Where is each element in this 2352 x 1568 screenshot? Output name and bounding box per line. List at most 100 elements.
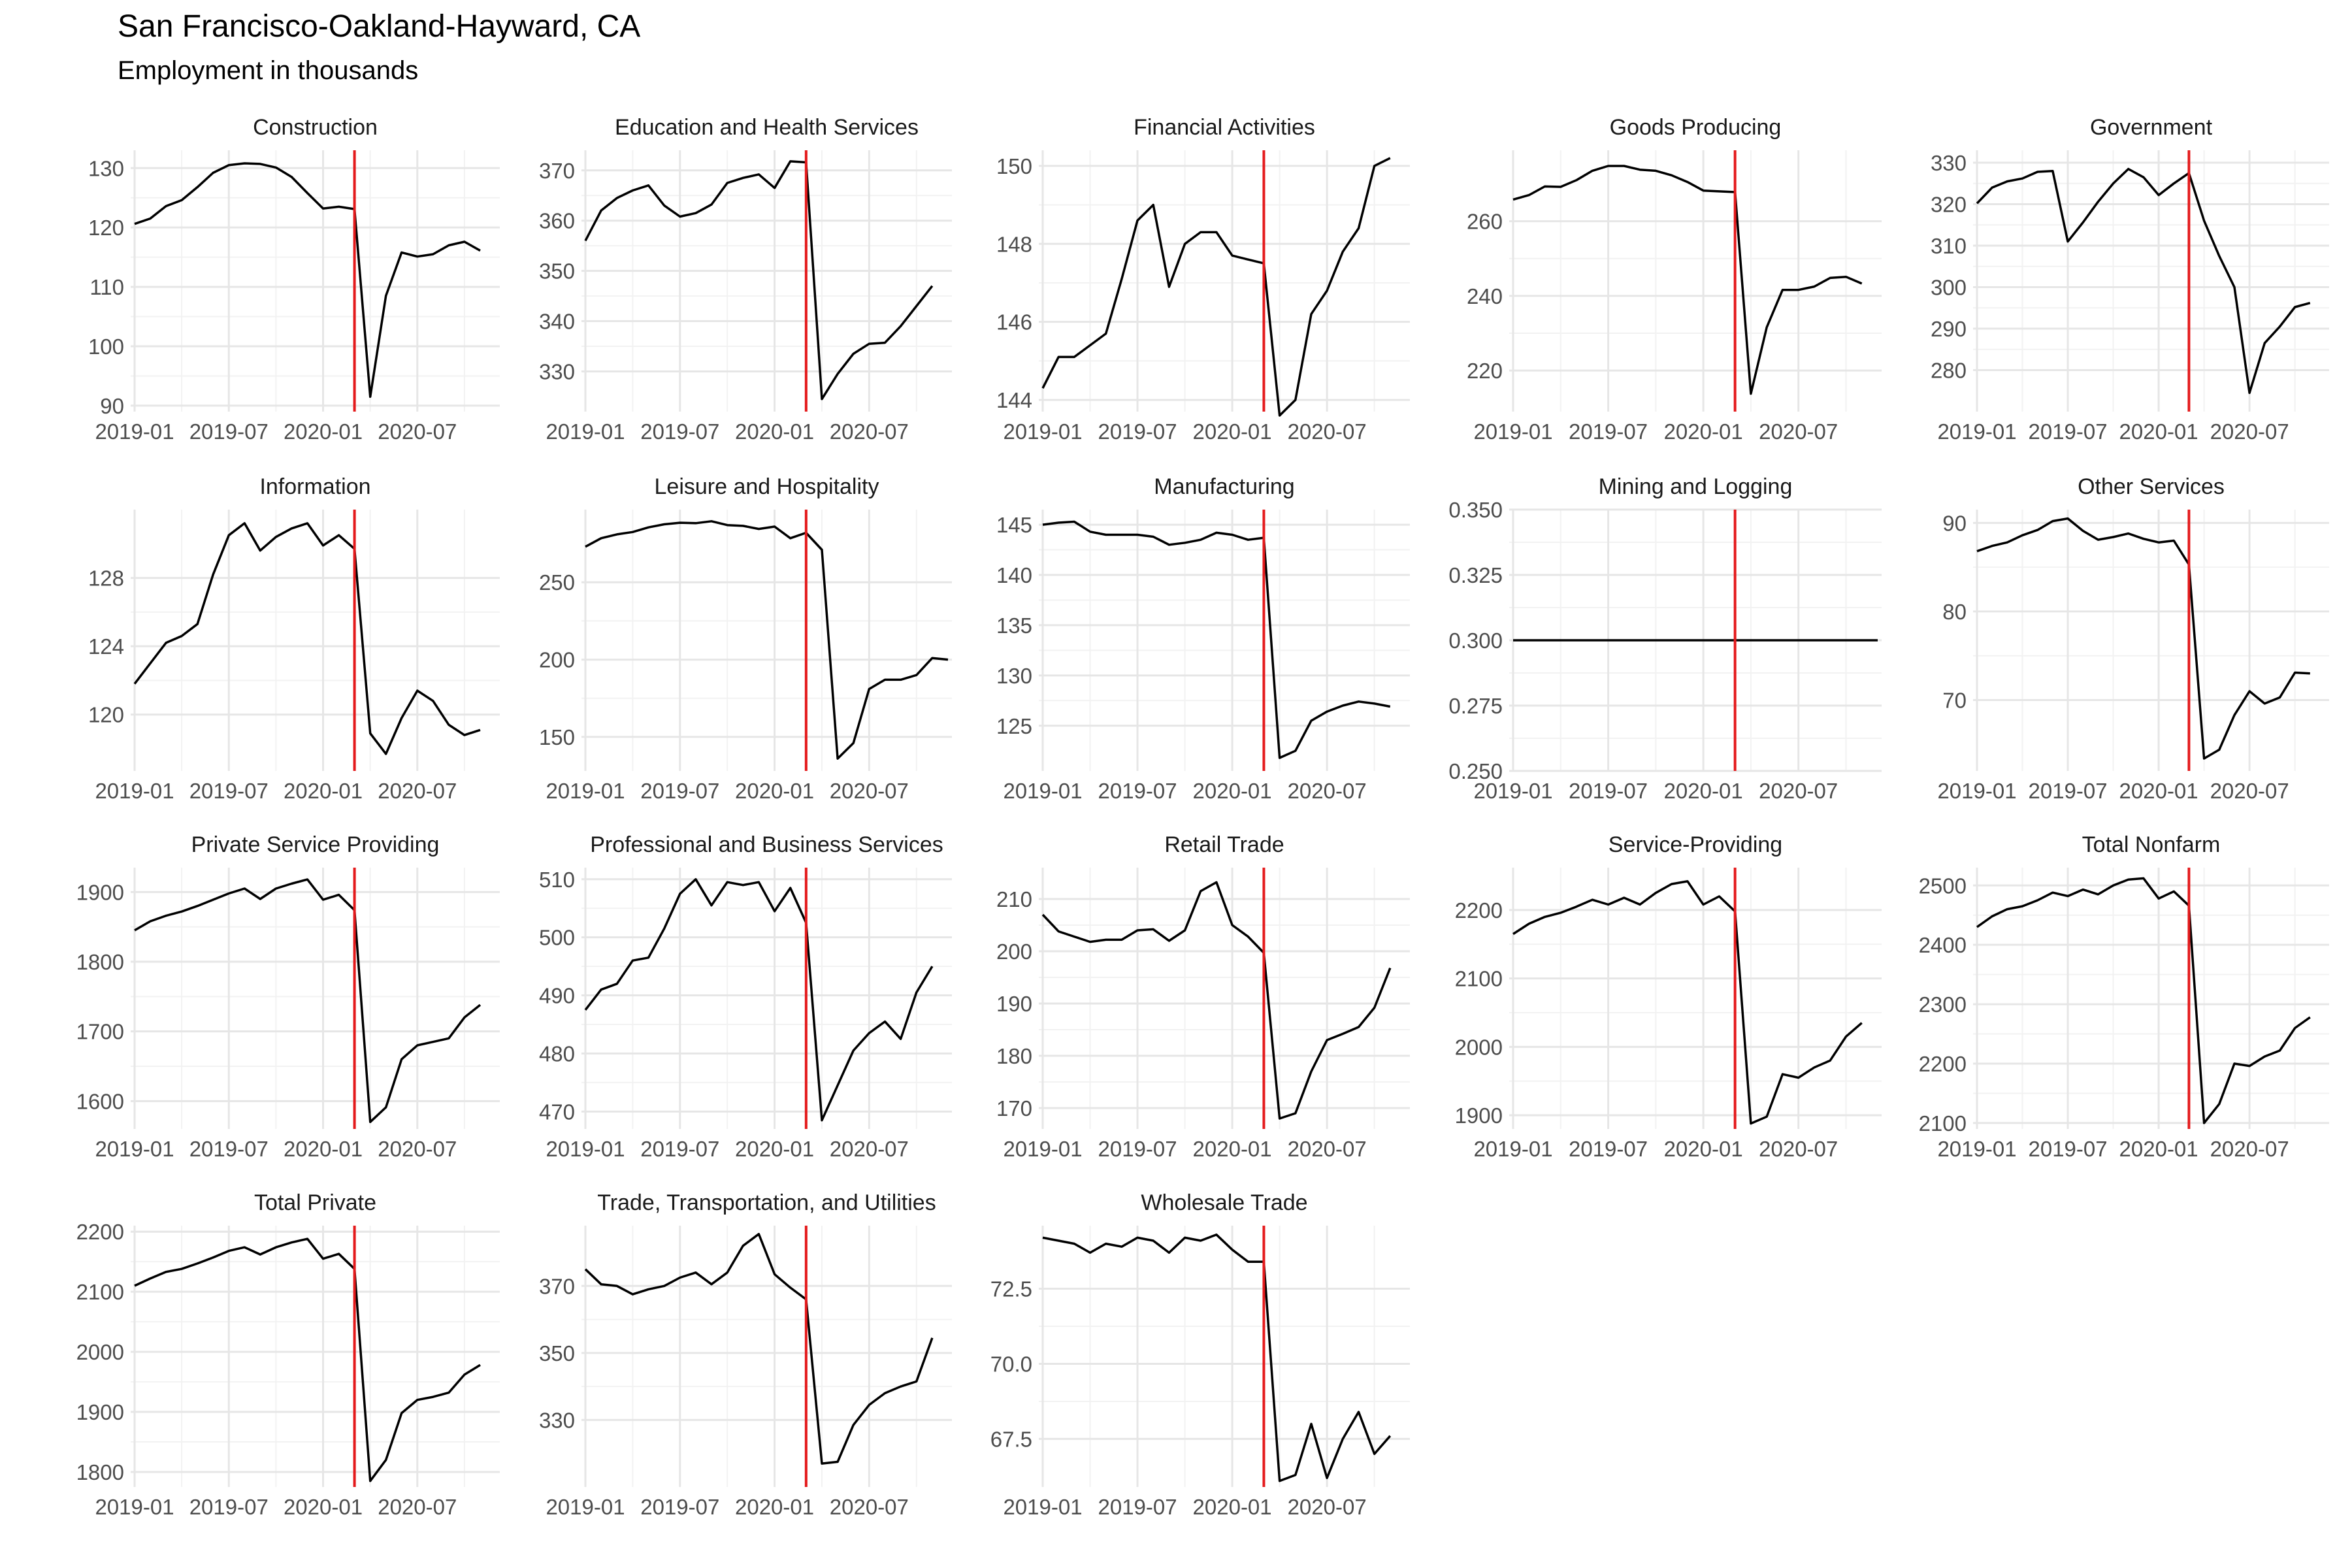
- y-tick-label: 2000: [76, 1340, 124, 1364]
- x-tick-label: 2019-01: [1473, 1137, 1552, 1161]
- y-tick-label: 2100: [76, 1280, 124, 1304]
- y-tick-label: 150: [539, 725, 575, 749]
- x-tick-label: 2019-01: [95, 419, 174, 444]
- x-tick-label: 2020-01: [2119, 1137, 2198, 1161]
- x-tick-label: 2019-01: [1937, 779, 2016, 803]
- y-tick-label: 500: [539, 926, 575, 950]
- y-tick-label: 140: [996, 563, 1032, 587]
- facet-title: Service-Providing: [1609, 832, 1782, 857]
- y-tick-label: 330: [1931, 151, 1967, 175]
- facet-panel: 220 240 260 2019-01 2019-07 2020-01 2020-07 Goo…: [1467, 115, 1882, 444]
- series-line: [1976, 877, 2311, 1124]
- series-line: [1512, 880, 1863, 1125]
- x-tick-label: 2020-01: [735, 1495, 814, 1519]
- y-tick-label: 135: [996, 613, 1032, 638]
- x-tick-label: 2020-07: [830, 419, 909, 444]
- y-tick-label: 330: [539, 359, 575, 384]
- x-tick-label: 2019-01: [546, 1137, 625, 1161]
- y-tick-label: 70.0: [990, 1352, 1032, 1376]
- x-tick-label: 2020-07: [830, 1495, 909, 1519]
- y-tick-label: 2300: [1919, 992, 1967, 1017]
- y-tick-label: 210: [996, 887, 1032, 911]
- series-line: [1041, 881, 1392, 1120]
- x-tick-label: 2020-01: [284, 1137, 363, 1161]
- x-tick-label: 2020-07: [2210, 419, 2289, 444]
- facet-title: Other Services: [2078, 474, 2225, 499]
- y-tick-label: 0.350: [1448, 498, 1503, 522]
- series-line: [1041, 157, 1391, 417]
- y-tick-label: 180: [996, 1044, 1032, 1068]
- x-tick-label: 2020-01: [1664, 1137, 1743, 1161]
- series-line: [1042, 1233, 1392, 1482]
- facet-panel: 470 480 490 500 510 2019-01 2019-07 2020-01 2020…: [539, 832, 952, 1161]
- y-tick-label: 130: [88, 156, 124, 180]
- y-tick-label: 490: [539, 984, 575, 1008]
- y-tick-label: 145: [996, 513, 1032, 537]
- y-tick-label: 2100: [1455, 967, 1503, 991]
- facet-title: Professional and Business Services: [590, 832, 943, 857]
- facet-panel: 125 130 135 140 145 2019-01 2019-07 2020-01 2020…: [996, 474, 1410, 803]
- y-tick-label: 470: [539, 1100, 575, 1124]
- facet-title: Government: [2090, 115, 2213, 140]
- y-tick-label: 2200: [1919, 1052, 1967, 1076]
- x-tick-label: 2020-01: [284, 779, 363, 803]
- series-line: [584, 878, 934, 1122]
- x-tick-label: 2020-07: [1288, 419, 1367, 444]
- x-tick-label: 2019-01: [95, 1495, 174, 1519]
- x-tick-label: 2020-07: [830, 1137, 909, 1161]
- facet-title: Education and Health Services: [615, 115, 919, 140]
- x-tick-label: 2020-07: [1759, 779, 1838, 803]
- x-tick-label: 2019-01: [546, 779, 625, 803]
- facet-panel: 1800 1900 2000 2100 2200 2019-01 2019-07 2020-0…: [76, 1190, 500, 1519]
- chart-subtitle: Employment in thousands: [118, 56, 419, 85]
- series-line: [134, 162, 481, 399]
- y-tick-label: 200: [539, 648, 575, 672]
- y-tick-label: 80: [1942, 600, 1967, 624]
- facet-title: Construction: [253, 115, 378, 140]
- y-tick-label: 350: [539, 259, 575, 284]
- facet-panel: 2100 2200 2300 2400 2500 2019-01 2019-07 2020-0…: [1919, 832, 2329, 1161]
- series-line: [1512, 165, 1863, 395]
- x-tick-label: 2019-01: [546, 1495, 625, 1519]
- x-tick-label: 2020-07: [1288, 1495, 1367, 1519]
- y-tick-label: 125: [996, 714, 1032, 738]
- facet-panel: 90 100 110 120 130 2019-01 2019-07 2020-01 2020-…: [88, 115, 500, 444]
- facet-title: Total Nonfarm: [2082, 832, 2221, 857]
- series-line: [585, 520, 949, 760]
- y-tick-label: 1900: [76, 880, 124, 904]
- x-tick-label: 2020-01: [2119, 779, 2198, 803]
- x-tick-label: 2020-01: [1193, 419, 1272, 444]
- y-tick-label: 370: [539, 1274, 575, 1298]
- series-line: [134, 1237, 481, 1482]
- x-tick-label: 2019-01: [1937, 1137, 2016, 1161]
- x-tick-label: 2019-07: [2028, 1137, 2107, 1161]
- x-tick-label: 2019-07: [640, 1495, 719, 1519]
- x-tick-label: 2019-01: [1003, 1495, 1082, 1519]
- facet-panel: 144 146 148 150 2019-01 2019-07 2020-01 2020-07…: [996, 115, 1410, 444]
- series-line: [133, 522, 481, 755]
- x-tick-label: 2019-01: [95, 1137, 174, 1161]
- facet-panel: 330 350 370 2019-01 2019-07 2020-01 2020-07 Tra…: [539, 1190, 952, 1519]
- facet-title: Private Service Providing: [191, 832, 440, 857]
- y-tick-label: 330: [539, 1408, 575, 1432]
- x-tick-label: 2019-07: [1569, 419, 1648, 444]
- y-tick-label: 144: [996, 388, 1032, 412]
- y-tick-label: 2100: [1919, 1111, 1967, 1135]
- y-tick-label: 150: [996, 154, 1032, 178]
- y-tick-label: 310: [1931, 234, 1967, 258]
- facet-title: Total Private: [254, 1190, 376, 1215]
- facet-title: Information: [259, 474, 370, 499]
- y-tick-label: 1600: [76, 1089, 124, 1113]
- y-tick-label: 90: [100, 394, 124, 418]
- series-line: [134, 878, 482, 1124]
- x-tick-label: 2019-01: [1473, 779, 1552, 803]
- x-tick-label: 2019-07: [1098, 419, 1177, 444]
- facet-panel: 120 124 128 2019-01 2019-07 2020-01 2020-07 Inf…: [88, 474, 500, 803]
- x-tick-label: 2020-07: [2210, 779, 2289, 803]
- y-tick-label: 70: [1942, 689, 1967, 713]
- x-tick-label: 2019-07: [2028, 419, 2107, 444]
- y-tick-label: 72.5: [990, 1277, 1032, 1301]
- y-tick-label: 2200: [76, 1220, 124, 1244]
- x-tick-label: 2019-07: [1098, 1495, 1177, 1519]
- x-tick-label: 2019-01: [1473, 419, 1552, 444]
